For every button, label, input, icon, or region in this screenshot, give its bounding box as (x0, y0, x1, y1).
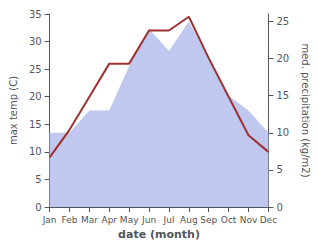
svg-text:Jul: Jul (163, 215, 175, 225)
svg-text:20: 20 (29, 91, 42, 102)
svg-text:Sep: Sep (200, 215, 217, 225)
svg-text:10: 10 (29, 146, 42, 157)
svg-text:25: 25 (29, 64, 42, 75)
svg-text:25: 25 (276, 16, 289, 27)
svg-text:Feb: Feb (62, 215, 78, 225)
svg-text:med. precipitation (kg/m2): med. precipitation (kg/m2) (300, 43, 311, 177)
svg-text:5: 5 (35, 174, 41, 185)
svg-text:Jun: Jun (141, 215, 156, 225)
svg-text:5: 5 (276, 164, 282, 175)
svg-text:20: 20 (276, 53, 289, 64)
svg-text:Aug: Aug (180, 215, 198, 225)
svg-text:May: May (120, 215, 139, 225)
svg-text:Oct: Oct (221, 215, 237, 225)
svg-text:30: 30 (29, 36, 42, 47)
svg-text:35: 35 (29, 9, 42, 20)
svg-text:Jan: Jan (42, 215, 57, 225)
svg-text:Mar: Mar (81, 215, 98, 225)
svg-text:15: 15 (276, 90, 289, 101)
svg-text:Apr: Apr (101, 215, 117, 225)
svg-text:date (month): date (month) (118, 228, 200, 241)
svg-text:15: 15 (29, 119, 42, 130)
svg-text:Dec: Dec (260, 215, 277, 225)
svg-text:0: 0 (35, 202, 41, 213)
svg-text:Nov: Nov (240, 215, 258, 225)
svg-text:10: 10 (276, 127, 289, 138)
svg-text:max temp (C): max temp (C) (8, 76, 19, 145)
svg-text:0: 0 (276, 202, 282, 213)
